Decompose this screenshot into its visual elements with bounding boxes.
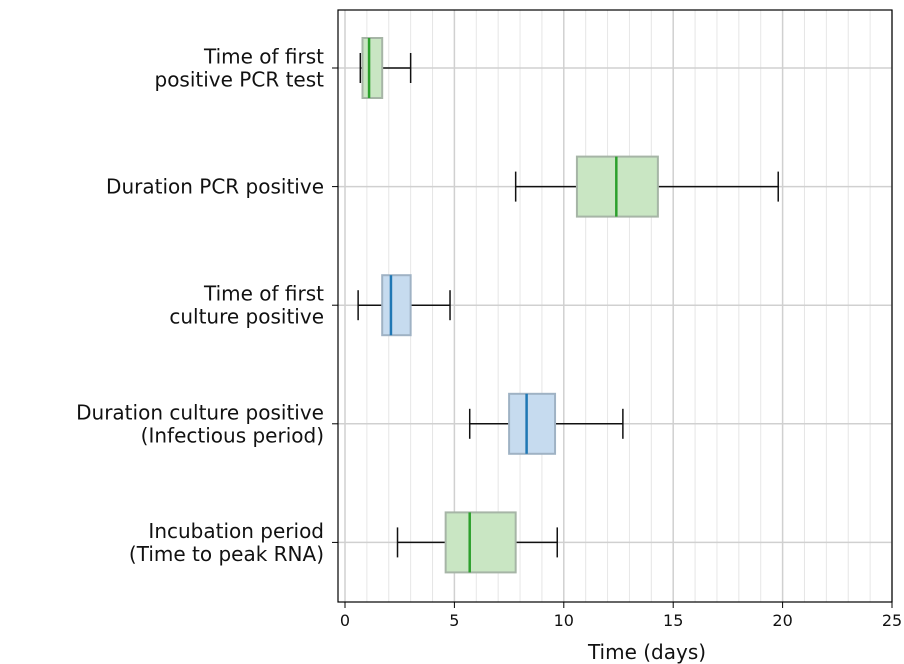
category-label: Incubation period bbox=[148, 519, 324, 543]
category-label: culture positive bbox=[169, 305, 324, 329]
box bbox=[381, 274, 412, 337]
box bbox=[361, 37, 384, 99]
category-label: Duration PCR positive bbox=[106, 175, 324, 199]
x-tick-label: 0 bbox=[340, 611, 350, 630]
category-label: (Time to peak RNA) bbox=[129, 542, 324, 566]
category-label: Time of first bbox=[203, 45, 324, 69]
plot-frame bbox=[337, 9, 893, 603]
x-tick-label: 20 bbox=[772, 611, 792, 630]
category-label: (Infectious period) bbox=[141, 423, 324, 447]
category-label: Time of first bbox=[203, 282, 324, 306]
x-tick-label: 25 bbox=[882, 611, 902, 630]
category-label: Duration culture positive bbox=[76, 400, 324, 424]
box bbox=[508, 392, 557, 455]
x-tick-label: 15 bbox=[663, 611, 683, 630]
x-tick-label: 5 bbox=[449, 611, 459, 630]
x-axis-label: Time (days) bbox=[587, 640, 706, 664]
box bbox=[444, 511, 517, 574]
x-tick-label: 10 bbox=[554, 611, 574, 630]
category-label: positive PCR test bbox=[155, 68, 325, 92]
